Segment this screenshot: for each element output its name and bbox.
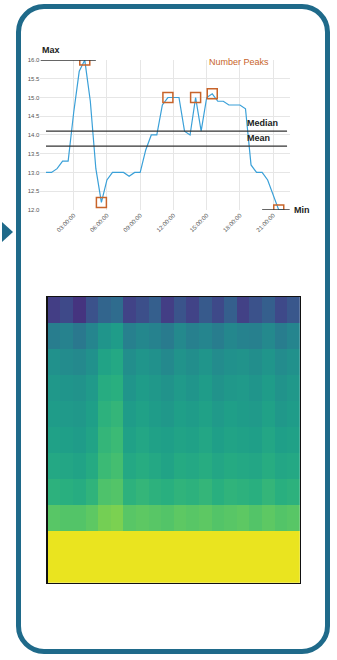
svg-text:12.0: 12.0: [28, 207, 40, 213]
svg-text:12:00:00: 12:00:00: [156, 212, 177, 233]
svg-text:16.0: 16.0: [28, 57, 40, 63]
svg-text:Median: Median: [247, 118, 278, 128]
svg-text:06:00:00: 06:00:00: [89, 212, 110, 233]
svg-text:14.5: 14.5: [28, 113, 40, 119]
svg-text:15.0: 15.0: [28, 95, 40, 101]
svg-text:13.0: 13.0: [28, 170, 40, 176]
svg-text:13.5: 13.5: [28, 151, 40, 157]
svg-text:Mean: Mean: [247, 133, 270, 143]
svg-text:03:00:00: 03:00:00: [56, 212, 77, 233]
svg-text:09:00:00: 09:00:00: [122, 212, 143, 233]
svg-text:15:00:00: 15:00:00: [189, 212, 210, 233]
svg-text:14.0: 14.0: [28, 132, 40, 138]
svg-text:Min: Min: [294, 205, 310, 215]
svg-text:15.5: 15.5: [28, 76, 40, 82]
svg-text:Number Peaks: Number Peaks: [209, 57, 269, 67]
svg-text:12.5: 12.5: [28, 188, 40, 194]
svg-text:18:00:00: 18:00:00: [222, 212, 243, 233]
svg-text:Max: Max: [42, 45, 60, 55]
svg-text:21:00:00: 21:00:00: [255, 212, 276, 233]
